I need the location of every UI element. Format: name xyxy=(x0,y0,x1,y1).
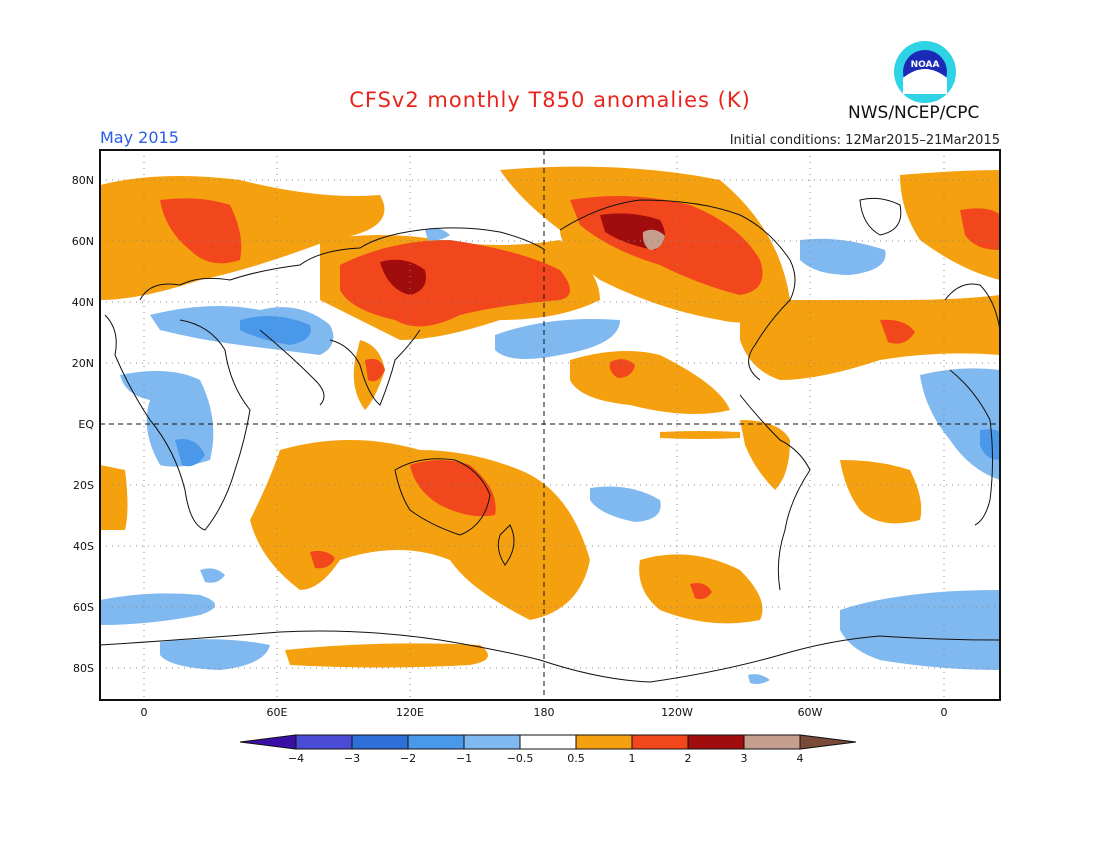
organization-label: NWS/NCEP/CPC xyxy=(848,103,980,123)
lat-label: 40S xyxy=(73,540,94,553)
lat-label: 40N xyxy=(72,296,94,309)
lon-label: 0 xyxy=(141,706,148,719)
lat-label: 80N xyxy=(72,174,94,187)
colorbar-swatch xyxy=(463,734,521,750)
forecast-month: May 2015 xyxy=(100,128,179,147)
equator-dateline xyxy=(100,150,1000,700)
lat-label: 20N xyxy=(72,357,94,370)
longitude-labels: 0 60E 120E 180 120W 60W 0 xyxy=(141,706,948,719)
map-title: CFSv2 monthly T850 anomalies (K) xyxy=(349,88,751,112)
colorbar-tick-label: −2 xyxy=(400,752,416,765)
noaa-logo-icon: NOAA xyxy=(894,41,956,103)
lon-label: 0 xyxy=(941,706,948,719)
colorbar-tick-label: −1 xyxy=(456,752,472,765)
colorbar-tick-label: −3 xyxy=(344,752,360,765)
initial-conditions: Initial conditions: 12Mar2015–21Mar2015 xyxy=(729,133,1000,148)
map-field xyxy=(100,150,1000,700)
colorbar-low-extension xyxy=(239,734,297,750)
lon-label: 120E xyxy=(396,706,424,719)
colorbar-swatch xyxy=(407,734,465,750)
map-frame xyxy=(99,149,1001,701)
colorbar-swatch xyxy=(295,734,353,750)
colorbar-tick-label: −0.5 xyxy=(507,752,534,765)
lat-label: 60S xyxy=(73,601,94,614)
lat-label: 60N xyxy=(72,235,94,248)
colorbar-swatch xyxy=(687,734,745,750)
anomaly-positive-extreme xyxy=(642,229,665,250)
colorbar-tick-label: 3 xyxy=(741,752,748,765)
colorbar-swatch xyxy=(351,734,409,750)
lon-label: 120W xyxy=(661,706,693,719)
anomaly-negative-moderate xyxy=(175,316,1000,467)
lon-label: 60E xyxy=(267,706,288,719)
colorbar-tick-label: −4 xyxy=(288,752,304,765)
latitude-labels: 80N 60N 40N 20N EQ 20S 40S 60S 80S xyxy=(72,174,95,675)
colorbar-swatch xyxy=(575,734,633,750)
colorbar-tick-label: 2 xyxy=(685,752,692,765)
colorbar-high-extension xyxy=(799,734,857,750)
lon-label: 180 xyxy=(534,706,555,719)
colorbar-swatch xyxy=(519,734,577,750)
colorbar: −4 −3 −2 −1 −0.5 0.5 1 2 3 4 xyxy=(239,734,857,765)
colorbar-swatch xyxy=(631,734,689,750)
colorbar-tick-label: 1 xyxy=(629,752,636,765)
colorbar-tick-label: 0.5 xyxy=(567,752,585,765)
lat-label: 80S xyxy=(73,662,94,675)
map-graticule xyxy=(100,150,1000,700)
lat-label: EQ xyxy=(78,418,94,431)
colorbar-swatch xyxy=(743,734,801,750)
logo-text: NOAA xyxy=(911,60,940,70)
coastlines xyxy=(100,197,1000,683)
lat-label: 20S xyxy=(73,479,94,492)
lon-label: 60W xyxy=(798,706,823,719)
colorbar-tick-label: 4 xyxy=(797,752,804,765)
